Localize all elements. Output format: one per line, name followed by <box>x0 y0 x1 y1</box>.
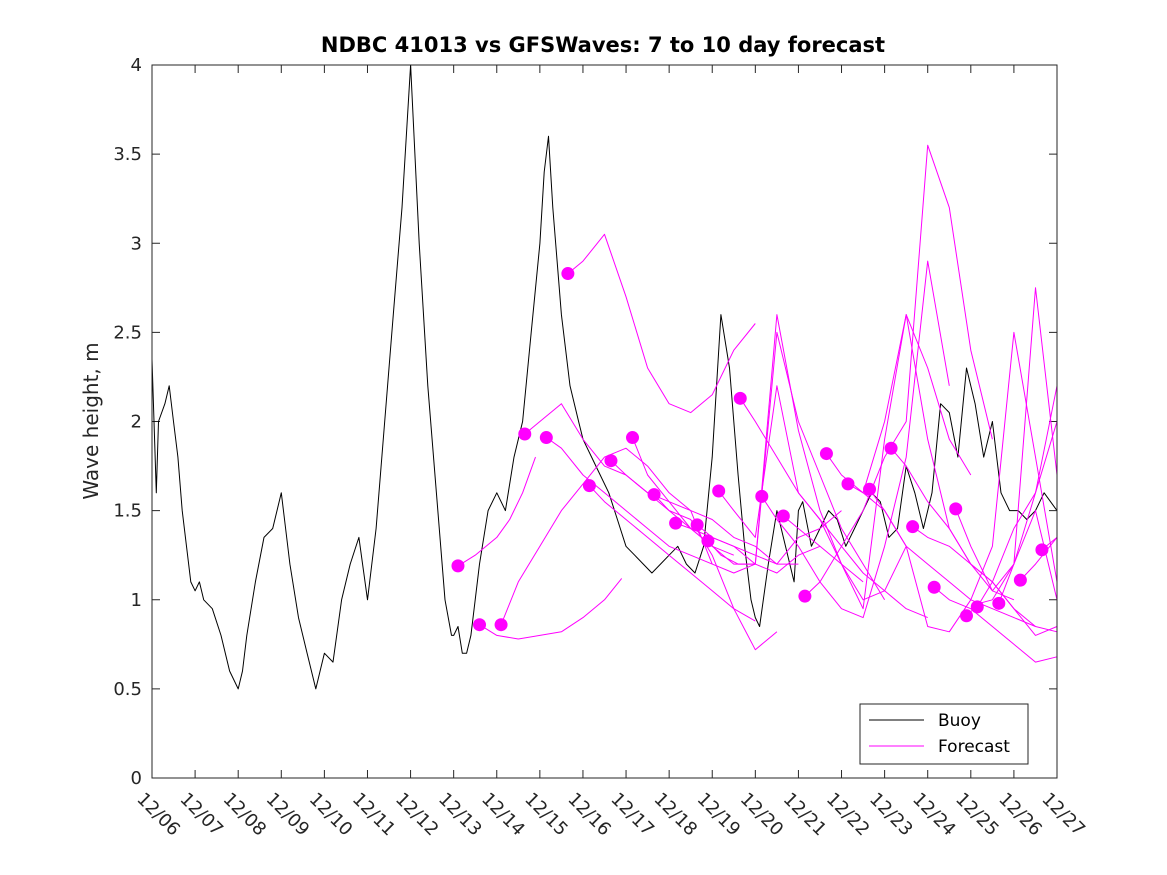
legend-box <box>859 703 1029 765</box>
forecast-start-marker <box>927 580 941 594</box>
forecast-line-23 <box>912 526 1058 636</box>
y-tick-label: 3 <box>131 233 142 254</box>
x-tick-label: 12/21 <box>779 789 831 841</box>
forecast-line-29 <box>1020 537 1058 581</box>
forecast-start-marker <box>451 559 465 573</box>
forecast-start-marker <box>819 447 833 461</box>
forecast-line-16 <box>761 260 950 619</box>
x-tick-label: 12/24 <box>908 789 960 841</box>
forecast-line-5 <box>546 437 756 574</box>
x-tick-labels: 12/0612/0712/0812/0912/1012/1112/1212/13… <box>132 789 1089 841</box>
chart-title: NDBC 41013 vs GFSWaves: 7 to 10 day fore… <box>321 33 885 57</box>
forecast-line-6 <box>567 233 756 414</box>
forecast-line-28 <box>998 385 1058 604</box>
y-tick-label: 0.5 <box>113 679 142 700</box>
x-tick-label: 12/06 <box>132 789 184 841</box>
forecast-start-marker <box>992 596 1006 610</box>
forecast-start-marker <box>841 477 855 491</box>
forecast-start-marker <box>669 516 683 530</box>
forecast-start-marker <box>647 488 661 502</box>
x-tick-label: 12/19 <box>693 789 745 841</box>
forecast-start-marker <box>561 267 575 281</box>
forecast-start-marker <box>604 454 618 468</box>
forecast-line-20 <box>847 483 1036 627</box>
y-tick-label: 2.5 <box>113 322 142 343</box>
legend-buoy-label: Buoy <box>938 711 981 731</box>
forecast-start-marker <box>884 441 898 455</box>
forecast-start-marker <box>494 618 508 632</box>
forecast-start-marker <box>755 489 769 503</box>
forecast-line-9 <box>632 437 799 565</box>
x-tick-label: 12/14 <box>477 789 529 841</box>
x-tick-label: 12/12 <box>391 789 443 841</box>
plot-area <box>152 65 1057 778</box>
x-tick-label: 12/10 <box>305 789 357 841</box>
y-tick-label: 0 <box>131 768 142 789</box>
forecast-start-marker <box>776 509 790 523</box>
x-tick-label: 12/27 <box>1037 789 1089 841</box>
forecast-line-25 <box>955 508 1058 600</box>
x-tick-label: 12/22 <box>822 789 874 841</box>
forecast-line-1 <box>457 456 536 567</box>
forecast-line-13 <box>707 331 886 601</box>
forecast-start-marker <box>701 534 715 548</box>
x-tick-label: 12/08 <box>219 789 271 841</box>
x-tick-label: 12/16 <box>563 789 615 841</box>
y-tick-label: 1 <box>131 590 142 611</box>
forecast-start-marker <box>690 518 704 532</box>
buoy-series <box>151 64 1058 690</box>
x-tick-label: 12/07 <box>176 789 228 841</box>
y-tick-label: 1.5 <box>113 501 142 522</box>
y-axis-label: Wave height, m <box>79 342 103 499</box>
forecast-line-8 <box>610 460 778 651</box>
forecast-line-10 <box>653 494 821 574</box>
x-tick-label: 12/13 <box>434 789 486 841</box>
forecast-line-27 <box>976 421 1058 608</box>
legend: Buoy Forecast <box>859 703 1029 765</box>
legend-forecast-label: Forecast <box>938 737 1010 757</box>
forecast-start-marker <box>1013 573 1027 587</box>
forecast-start-marker <box>960 609 973 623</box>
buoy-line <box>151 64 1058 690</box>
x-tick-label: 12/20 <box>736 789 788 841</box>
y-tick-label: 4 <box>131 55 142 76</box>
y-tick-label: 2 <box>131 412 142 433</box>
forecast-line-18 <box>804 144 993 597</box>
forecast-start-marker <box>626 431 640 445</box>
forecast-line-24 <box>933 586 1058 663</box>
forecast-start-marker <box>473 618 487 632</box>
forecast-line-12 <box>696 314 864 583</box>
forecast-start-marker <box>863 482 877 496</box>
forecast-line-2 <box>479 578 623 640</box>
x-tick-label: 12/18 <box>650 789 702 841</box>
x-tick-label: 12/25 <box>951 789 1003 841</box>
forecast-start-marker <box>798 589 812 603</box>
forecast-start-marker <box>970 600 984 614</box>
forecast-start-marker <box>733 391 747 405</box>
forecast-line-3 <box>500 447 713 625</box>
forecast-line-17 <box>782 314 972 610</box>
forecast-markers <box>451 267 1049 632</box>
forecast-line-15 <box>739 398 928 619</box>
plot-frame <box>151 64 1058 779</box>
forecast-start-marker <box>539 431 553 445</box>
forecast-start-marker <box>1035 543 1049 557</box>
forecast-line-11 <box>675 510 842 565</box>
x-tick-label: 12/15 <box>520 789 572 841</box>
x-tick-label: 12/26 <box>994 789 1046 841</box>
x-tick-label: 12/17 <box>607 789 659 841</box>
forecast-line-7 <box>589 485 756 622</box>
forecast-start-marker <box>712 484 726 498</box>
x-tick-label: 12/09 <box>262 789 314 841</box>
forecast-start-marker <box>949 502 963 516</box>
y-tick-label: 3.5 <box>113 144 142 165</box>
x-tick-label: 12/23 <box>865 789 917 841</box>
x-tick-label: 12/11 <box>348 789 400 841</box>
forecast-start-marker <box>582 479 596 493</box>
forecast-start-marker <box>906 520 920 534</box>
y-tick-labels: 0 0.5 1 1.5 2 2.5 3 3.5 4 <box>113 55 142 789</box>
forecast-start-marker <box>518 427 532 441</box>
